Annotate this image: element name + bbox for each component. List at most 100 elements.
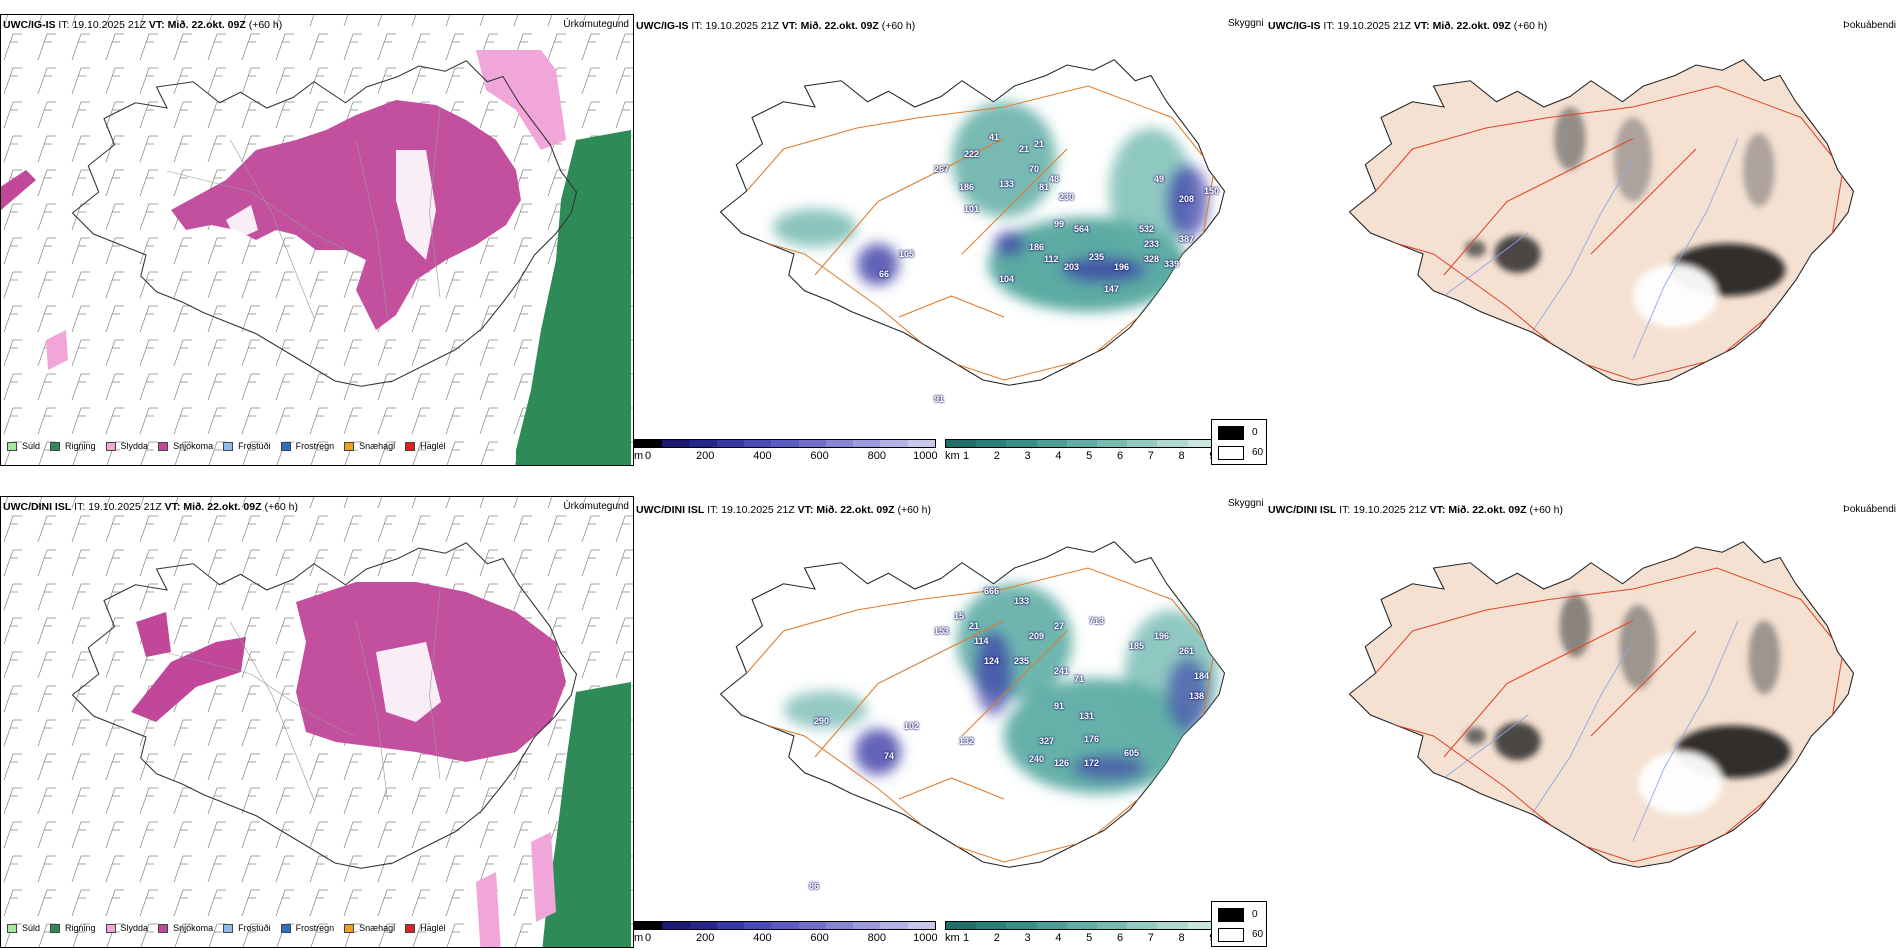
legend-swatch — [280, 923, 291, 933]
fog-title-bottom: Þokuábendi — [1843, 504, 1896, 515]
fog-index-light — [1638, 751, 1723, 815]
fog-index-mid — [1559, 594, 1591, 658]
fog-index-mid — [1743, 133, 1775, 207]
ceiling-area — [1072, 754, 1146, 781]
fog-title-top: Þokuábendi — [1843, 20, 1896, 31]
legend-item-slydda: Slydda — [105, 923, 148, 933]
ceiling-colorbar-top — [634, 439, 936, 448]
fog-index-dark — [1494, 235, 1541, 273]
visibility-unit-top: km — [945, 450, 960, 462]
cloud-legend-swatch-0 — [1218, 426, 1244, 440]
fog-index-mid — [1619, 604, 1658, 689]
fog-index-light — [1633, 264, 1717, 328]
legend-item-frostudi: Frostúði — [223, 441, 271, 451]
panel-title-right-top: UWC/IG-IS IT: 19.10.2025 21Z VT: Mið. 22… — [1268, 20, 1548, 32]
ceiling-ticks-top: 0 200 400 600 800 1000 — [644, 450, 938, 462]
ceiling-area — [857, 243, 899, 286]
legend-item-hagel: Haglél — [405, 441, 446, 451]
cloud-legend-label-60: 60 — [1252, 929, 1264, 940]
legend-item-snaehagl: Snæhagl — [344, 923, 395, 933]
precip-map-bottom — [1, 497, 633, 947]
roads-layer — [730, 85, 1215, 381]
cloud-legend-swatch-60 — [1218, 446, 1244, 460]
fog-panel-top: UWC/IG-IS IT: 19.10.2025 21Z VT: Mið. 22… — [1268, 14, 1900, 466]
legend-swatch — [158, 923, 169, 933]
legend-swatch — [7, 923, 17, 933]
ceiling-area — [854, 728, 902, 775]
visibility-colorbar-bottom — [945, 921, 1249, 930]
legend-item-snjokoma: Snjókoma — [158, 441, 213, 451]
visibility-colorbar-top — [945, 439, 1249, 448]
fog-panel-bottom: UWC/DINI ISL IT: 19.10.2025 21Z VT: Mið.… — [1268, 496, 1900, 948]
visibility-title-bottom: Skyggni — [1228, 498, 1264, 509]
panel-title-left-bottom: UWC/DINI ISL IT: 19.10.2025 21Z VT: Mið.… — [3, 501, 299, 513]
legend-swatch — [344, 923, 355, 933]
precip-legend-top: Súld Rigning Slydda Snjókoma Frostúði Fr… — [7, 441, 446, 451]
cloud-legend-swatch-60 — [1218, 928, 1244, 942]
legend-swatch — [50, 441, 61, 451]
panel-title-left-top: UWC/IG-IS IT: 19.10.2025 21Z VT: Mið. 22… — [3, 19, 283, 31]
legend-item-snaehagl: Snæhagl — [344, 441, 395, 451]
fog-map-bottom — [1348, 541, 1855, 868]
legend-item-slydda: Slydda — [105, 441, 148, 451]
sleet-area-sw — [46, 330, 68, 370]
fog-index-dark — [1494, 722, 1541, 761]
visibility-panel-bottom: UWC/DINI ISL IT: 19.10.2025 21Z VT: Mið.… — [634, 496, 1267, 948]
visibility-ticks-bottom: 1 2 3 4 5 6 7 8 9 10 — [962, 932, 1247, 944]
legend-item-frostudi: Frostúði — [223, 923, 271, 933]
rivers-layer — [1443, 620, 1739, 842]
visibility-map-top — [719, 59, 1226, 386]
panel-title-mid-bottom: UWC/DINI ISL IT: 19.10.2025 21Z VT: Mið.… — [636, 504, 932, 516]
rain-area — [542, 682, 631, 947]
roads-layer — [1359, 567, 1844, 863]
panel-title-mid-top: UWC/IG-IS IT: 19.10.2025 21Z VT: Mið. 22… — [636, 20, 916, 32]
snow-area-main — [171, 100, 521, 330]
legend-item-hagel: Haglél — [405, 923, 446, 933]
legend-swatch — [105, 923, 116, 933]
panel-title-right-bottom: UWC/DINI ISL IT: 19.10.2025 21Z VT: Mið.… — [1268, 504, 1564, 516]
fog-index-dark — [1465, 727, 1486, 745]
ceiling-ticks-bottom: 0 200 400 600 800 1000 — [644, 932, 938, 944]
legend-item-sudl: Súld — [7, 923, 40, 933]
legend-item-frostregn: Frostregn — [280, 923, 334, 933]
legend-swatch — [50, 923, 61, 933]
visibility-panel-top: UWC/IG-IS IT: 19.10.2025 21Z VT: Mið. 22… — [634, 14, 1267, 466]
vis-area — [773, 208, 857, 247]
precip-panel-top: UWC/IG-IS IT: 19.10.2025 21Z VT: Mið. 22… — [0, 14, 634, 466]
ceiling-area — [1166, 657, 1209, 731]
cloud-legend-bottom: 0 60 — [1211, 901, 1267, 947]
visibility-unit-bottom: km — [945, 932, 960, 944]
rain-area — [516, 130, 631, 465]
legend-swatch — [105, 441, 116, 451]
vis-area — [951, 101, 1057, 218]
fog-map-top — [1348, 59, 1855, 386]
ceiling-area — [1166, 164, 1209, 239]
cloud-legend-label-0: 0 — [1252, 427, 1258, 438]
ceiling-area — [1061, 257, 1146, 283]
legend-item-frostregn: Frostregn — [280, 441, 334, 451]
vis-area — [783, 690, 868, 729]
legend-item-rigning: Rigning — [50, 441, 96, 451]
precip-panel-bottom: UWC/DINI ISL IT: 19.10.2025 21Z VT: Mið.… — [0, 496, 634, 948]
ceiling-unit-top: m — [634, 450, 644, 462]
legend-swatch — [405, 441, 416, 451]
vis-area — [956, 583, 1073, 700]
legend-swatch — [344, 441, 355, 451]
legend-swatch — [223, 441, 234, 451]
ceiling-colorbar-bottom — [634, 921, 936, 930]
ceiling-unit-bottom: m — [634, 932, 644, 944]
fog-index-mid — [1748, 620, 1780, 694]
legend-item-sudl: Súld — [7, 441, 40, 451]
roads-layer — [1359, 85, 1844, 381]
legend-item-rigning: Rigning — [50, 923, 96, 933]
roads-layer — [730, 567, 1215, 863]
cloud-legend-swatch-0 — [1218, 908, 1244, 922]
legend-swatch — [158, 441, 169, 451]
snow-area — [136, 612, 171, 657]
ceiling-area — [993, 230, 1025, 257]
cloud-legend-label-0: 0 — [1252, 909, 1258, 920]
visibility-title-top: Skyggni — [1228, 18, 1264, 29]
sleet-area-ne — [476, 50, 566, 150]
legend-swatch — [223, 923, 234, 933]
legend-swatch — [280, 441, 291, 451]
